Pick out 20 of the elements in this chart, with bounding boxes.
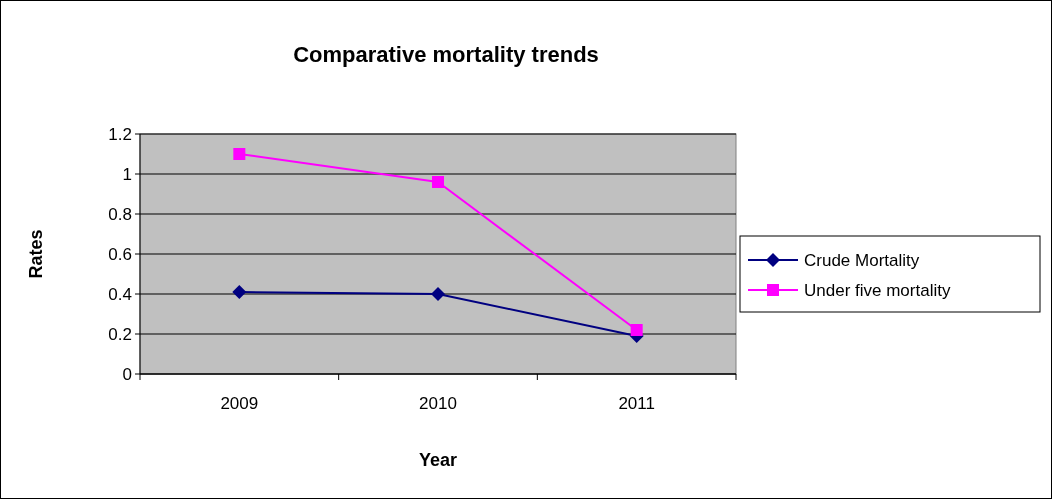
legend-label: Under five mortality [804,280,951,300]
chart-title: Comparative mortality trends [293,42,599,67]
x-axis-title: Year [418,450,458,470]
y-tick-label: 0 [122,364,132,384]
y-tick-label: 1 [122,164,132,184]
y-tick-label: 1.2 [108,124,132,144]
x-tick-label: 2010 [419,394,457,413]
point [233,148,246,160]
y-tick-label: 0.2 [108,324,132,344]
point [630,324,643,336]
y-axis-title: Rates [26,229,46,279]
x-tick-label: 2009 [220,394,259,413]
point [432,176,444,188]
y-tick-label: 0.4 [108,284,132,304]
x-tick-label: 2011 [618,394,655,413]
y-tick-label: 0.6 [108,244,132,264]
point [232,285,247,299]
point [431,287,445,301]
y-tick-label: 0.8 [108,204,132,224]
legend-label: Crude Mortality [804,250,920,270]
